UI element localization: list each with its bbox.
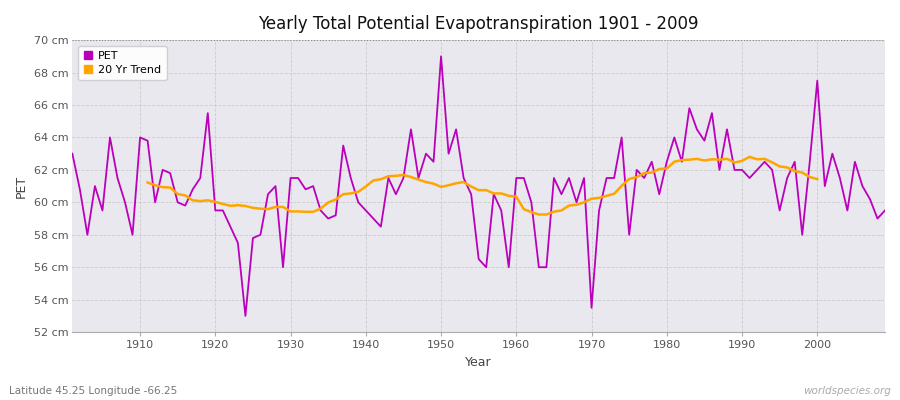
Y-axis label: PET: PET	[15, 174, 28, 198]
X-axis label: Year: Year	[465, 356, 492, 369]
Title: Yearly Total Potential Evapotranspiration 1901 - 2009: Yearly Total Potential Evapotranspiratio…	[258, 15, 699, 33]
Text: worldspecies.org: worldspecies.org	[803, 386, 891, 396]
Legend: PET, 20 Yr Trend: PET, 20 Yr Trend	[78, 46, 166, 80]
Text: Latitude 45.25 Longitude -66.25: Latitude 45.25 Longitude -66.25	[9, 386, 177, 396]
